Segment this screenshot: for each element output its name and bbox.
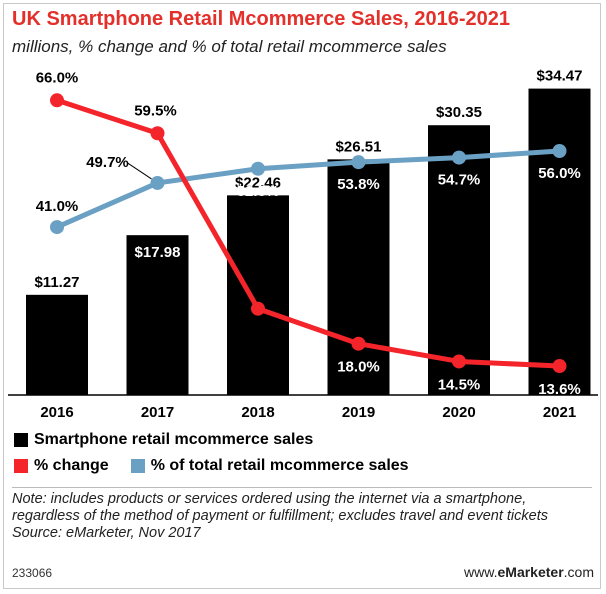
bar-label-2020: $30.35: [436, 104, 482, 121]
share-label-2017: 49.7%: [86, 154, 129, 171]
legend-swatch-change: [14, 459, 28, 473]
chart-note: Note: includes products or services orde…: [12, 487, 592, 542]
share-label-2018: 52.5%: [237, 183, 280, 200]
share-label-2019: 53.8%: [337, 176, 380, 193]
change-label-2018: 24.9%: [237, 324, 280, 341]
source-text: Source: eMarketer, Nov 2017: [12, 525, 201, 541]
bar-label-2017: $17.98: [135, 244, 181, 261]
legend-item-share: % of total retail mcommerce sales: [130, 457, 409, 475]
chart-subtitle: millions, % change and % of total retail…: [12, 37, 447, 56]
chart-title: UK Smartphone Retail Mcommerce Sales, 20…: [12, 8, 510, 30]
legend-label-share: % of total retail mcommerce sales: [150, 457, 409, 474]
bar-label-2019: $26.51: [336, 138, 382, 155]
legend-item-bars: Smartphone retail mcommerce sales: [14, 431, 313, 449]
combo-chart: 2016 2017 2018 2019 2020 2021 $11.27 $17.98 $22.…: [8, 68, 598, 421]
x-tick-2020: 2020: [442, 404, 475, 421]
x-tick-2019: 2019: [342, 404, 375, 421]
change-label-2021: 13.6%: [538, 381, 581, 398]
share-point-2017: [150, 175, 165, 190]
bar-label-2021: $34.47: [537, 68, 583, 85]
x-tick-2016: 2016: [40, 404, 73, 421]
bar-2020: [428, 125, 490, 395]
x-tick-2017: 2017: [141, 404, 174, 421]
share-point-2020: [452, 150, 466, 165]
bar-2019: [327, 159, 390, 395]
bar-2016: [26, 294, 88, 395]
legend-row-2: % change % of total retail mcommerce sal…: [14, 457, 431, 475]
bar-label-2016: $11.27: [34, 274, 79, 291]
legend-row-1: Smartphone retail mcommerce sales: [14, 431, 335, 449]
note-text: Note: includes products or services orde…: [12, 491, 548, 524]
change-point-2018: [251, 301, 265, 316]
legend-swatch-share: [130, 459, 145, 473]
legend-item-change: % change: [14, 457, 109, 475]
share-label-2020: 54.7%: [438, 172, 481, 189]
chart-id: 233066: [12, 566, 53, 580]
change-point-2017: [150, 126, 165, 141]
brand-prefix: www.: [464, 564, 498, 580]
change-point-2019: [351, 336, 366, 351]
share-point-2018: [251, 161, 265, 176]
share-line: [55, 148, 560, 230]
change-label-2020: 14.5%: [438, 376, 481, 393]
share-label-2016: 41.0%: [36, 198, 79, 215]
share-point-2016: [50, 220, 64, 235]
legend-swatch-bars: [14, 433, 28, 447]
bar-2021: [528, 88, 591, 395]
change-label-2019: 18.0%: [337, 359, 380, 376]
change-point-2020: [452, 354, 466, 369]
change-point-2016: [50, 93, 64, 108]
share-label-2021: 56.0%: [538, 165, 581, 182]
x-tick-2021: 2021: [543, 404, 576, 421]
share-point-2019: [351, 155, 366, 170]
change-point-2021: [552, 359, 567, 374]
brand-link[interactable]: www.eMarketer.com: [464, 564, 594, 580]
x-tick-2018: 2018: [241, 404, 274, 421]
chart-frame: [3, 3, 601, 589]
change-label-2016: 66.0%: [36, 69, 79, 86]
bar-2017: [126, 235, 189, 395]
change-line: [56, 97, 560, 369]
brand-name: eMarketer: [497, 564, 564, 580]
bar-2018: [227, 195, 289, 395]
share-label-leader-2017: [127, 162, 152, 180]
change-label-2017: 59.5%: [134, 102, 177, 119]
legend-label-bars: Smartphone retail mcommerce sales: [34, 431, 314, 448]
bar-label-2018: $22.46: [235, 174, 281, 191]
share-point-2021: [552, 144, 567, 158]
legend-label-change: % change: [34, 457, 109, 474]
brand-suffix: .com: [563, 564, 594, 580]
